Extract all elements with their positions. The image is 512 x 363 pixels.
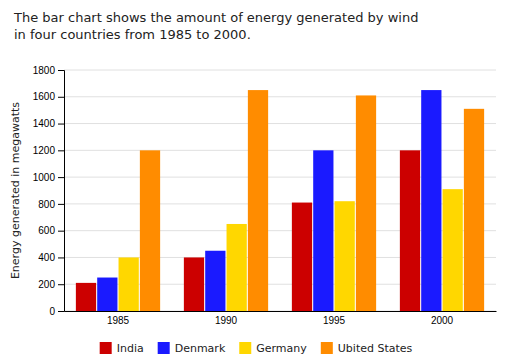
- y-tick-mark: [58, 177, 64, 178]
- y-tick: 1400: [33, 118, 64, 129]
- y-tick: 1800: [33, 65, 64, 76]
- grid: [64, 70, 496, 311]
- bar: [97, 278, 117, 311]
- bar: [76, 283, 96, 311]
- y-tick-mark: [58, 97, 64, 98]
- y-tick: 0: [49, 306, 64, 317]
- y-tick-label: 1800: [33, 65, 56, 76]
- bar: [464, 109, 484, 311]
- y-tick-mark: [58, 311, 64, 312]
- y-tick: 400: [38, 252, 64, 263]
- grid-line: [64, 70, 496, 71]
- y-tick-mark: [58, 70, 64, 71]
- legend-label: Denmark: [175, 342, 226, 355]
- y-tick: 600: [38, 225, 64, 236]
- y-axis-label: Energy generated in megawatts: [9, 102, 22, 279]
- bar: [184, 257, 204, 311]
- bar: [400, 150, 420, 311]
- legend-swatch: [321, 342, 333, 354]
- bar: [356, 95, 376, 311]
- y-tick: 200: [38, 279, 64, 290]
- bars: [76, 90, 484, 311]
- y-tick-label: 400: [38, 252, 55, 263]
- x-tick-label: 2000: [431, 315, 454, 326]
- bar-series: [97, 90, 441, 311]
- legend-swatch: [100, 342, 112, 354]
- bar-series: [140, 90, 484, 311]
- title-line: The bar chart shows the amount of energy…: [13, 10, 418, 25]
- legend: India Denmark Germany Ubited States: [100, 342, 413, 355]
- y-tick-label: 1400: [33, 118, 56, 129]
- y-tick-label: 800: [38, 199, 55, 210]
- y-tick-mark: [58, 150, 64, 151]
- bar: [313, 150, 333, 311]
- y-tick-label: 600: [38, 225, 55, 236]
- x-tick: 1995: [323, 315, 346, 326]
- bar: [227, 224, 247, 311]
- x-axis-line: [65, 311, 497, 312]
- legend-item: Denmark: [158, 342, 226, 355]
- legend-swatch: [158, 342, 170, 354]
- plot: 1985 1990 1995 2000 0 200 400 600 800 1000 1200 140…: [33, 65, 497, 326]
- y-tick-label: 0: [49, 306, 55, 317]
- y-tick-label: 200: [38, 279, 55, 290]
- bar: [205, 251, 225, 311]
- title: The bar chart shows the amount of energy…: [13, 10, 418, 42]
- bar: [421, 90, 441, 311]
- y-tick: 800: [38, 199, 64, 210]
- title-line: in four countries from 1985 to 2000.: [14, 27, 251, 42]
- bar: [140, 150, 160, 311]
- y-tick-mark: [58, 231, 64, 232]
- y-axis-line: [58, 71, 65, 312]
- x-tick: 1990: [215, 315, 238, 326]
- y-axis: 0 200 400 600 800 1000 1200 1400 1600 1800: [33, 65, 65, 317]
- y-tick: 1000: [33, 172, 64, 183]
- x-tick-label: 1990: [215, 315, 238, 326]
- y-tick-label: 1200: [33, 145, 56, 156]
- legend-label: Ubited States: [338, 342, 413, 355]
- y-tick: 1600: [33, 91, 64, 102]
- bar: [335, 201, 355, 311]
- bar: [443, 189, 463, 311]
- legend-item: Germany: [239, 342, 307, 355]
- legend-swatch: [239, 342, 251, 354]
- legend-label: India: [117, 342, 144, 355]
- y-tick-label: 1600: [33, 91, 56, 102]
- bar: [119, 257, 139, 311]
- x-tick: 2000: [431, 315, 454, 326]
- y-tick-mark: [58, 284, 64, 285]
- legend-item: India: [100, 342, 144, 355]
- x-tick-label: 1985: [107, 315, 130, 326]
- x-axis: 1985 1990 1995 2000: [65, 312, 497, 327]
- bar: [248, 90, 268, 311]
- legend-item: Ubited States: [321, 342, 413, 355]
- legend-label: Germany: [256, 342, 307, 355]
- bar: [292, 203, 312, 311]
- x-tick-label: 1995: [323, 315, 346, 326]
- y-tick-label: 1000: [33, 172, 56, 183]
- chart-svg: The bar chart shows the amount of energy…: [0, 0, 512, 363]
- y-tick-mark: [58, 124, 64, 125]
- x-tick: 1985: [107, 315, 130, 326]
- y-tick-mark: [58, 204, 64, 205]
- y-tick-mark: [58, 257, 64, 258]
- bar-series: [119, 189, 463, 311]
- y-tick: 1200: [33, 145, 64, 156]
